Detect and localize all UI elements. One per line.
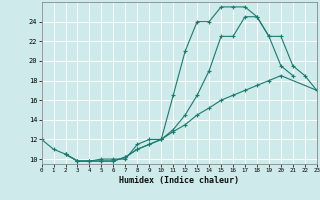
X-axis label: Humidex (Indice chaleur): Humidex (Indice chaleur) — [119, 176, 239, 185]
